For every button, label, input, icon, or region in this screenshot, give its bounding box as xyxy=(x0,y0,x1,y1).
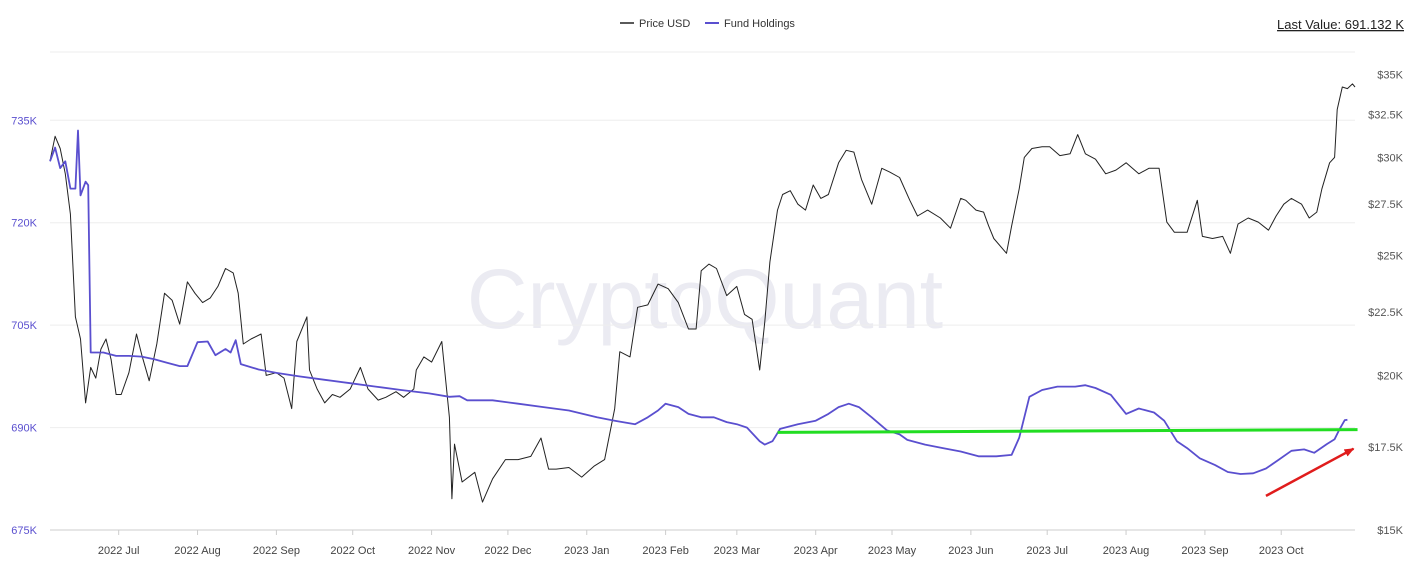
x-tick-label: 2023 May xyxy=(868,545,917,557)
annotation-arrow xyxy=(1265,447,1355,497)
last-value-readout[interactable]: Last Value: 691.132 K xyxy=(1277,17,1404,32)
y-left-tick-label: 690K xyxy=(11,423,37,435)
x-tick-label: 2023 Jun xyxy=(948,545,993,557)
y-right-tick-label: $27.5K xyxy=(1368,199,1404,211)
legend: Price USD Fund Holdings xyxy=(620,18,795,30)
annotation-support-line xyxy=(777,428,1358,434)
y-axis-right: $15K $17.5K $20K $22.5K $25K $27.5K $30K $32.5K… xyxy=(1368,70,1404,537)
legend-item-fund-holdings[interactable]: Fund Holdings xyxy=(705,18,795,30)
x-tick-label: 2022 Jul xyxy=(98,545,140,557)
y-left-tick-label: 705K xyxy=(11,320,37,332)
series-line-price xyxy=(49,83,1356,503)
x-tick-label: 2023 Oct xyxy=(1259,545,1304,557)
x-axis: 2022 Jul 2022 Aug 2022 Sep 2022 Oct 2022 Nov… xyxy=(50,529,1355,557)
x-tick-label: 2023 Apr xyxy=(794,545,838,557)
legend-item-price[interactable]: Price USD xyxy=(620,18,690,30)
legend-label-price: Price USD xyxy=(639,18,690,30)
y-axis-left: 675K 690K 705K 720K 735K xyxy=(11,115,37,537)
y-right-tick-label: $22.5K xyxy=(1368,307,1404,319)
annotation-layer xyxy=(777,428,1358,497)
x-tick-label: 2022 Oct xyxy=(330,545,375,557)
legend-label-fund-holdings: Fund Holdings xyxy=(724,18,795,30)
y-left-tick-label: 675K xyxy=(11,525,37,537)
x-tick-label: 2023 Sep xyxy=(1181,545,1228,557)
y-right-tick-label: $25K xyxy=(1377,250,1403,262)
y-right-tick-label: $20K xyxy=(1377,370,1403,382)
x-tick-label: 2022 Aug xyxy=(174,545,221,557)
x-tick-label: 2023 Mar xyxy=(714,545,761,557)
y-left-tick-label: 720K xyxy=(11,218,37,230)
x-tick-label: 2022 Nov xyxy=(408,545,456,557)
x-tick-label: 2022 Sep xyxy=(253,545,300,557)
series-line-fund-holdings xyxy=(49,129,1348,475)
x-tick-label: 2023 Aug xyxy=(1103,545,1150,557)
x-tick-label: 2023 Jul xyxy=(1026,545,1068,557)
watermark: CryptoQuant xyxy=(467,252,943,346)
y-right-tick-label: $32.5K xyxy=(1368,109,1404,121)
series-layer xyxy=(49,83,1356,503)
y-left-tick-label: 735K xyxy=(11,115,37,127)
y-right-tick-label: $17.5K xyxy=(1368,442,1404,454)
x-tick-label: 2023 Feb xyxy=(642,545,688,557)
y-right-tick-label: $15K xyxy=(1377,525,1403,537)
x-tick-label: 2023 Jan xyxy=(564,545,609,557)
y-right-tick-label: $30K xyxy=(1377,152,1403,164)
y-right-tick-label: $35K xyxy=(1377,70,1403,82)
x-tick-label: 2022 Dec xyxy=(484,545,532,557)
